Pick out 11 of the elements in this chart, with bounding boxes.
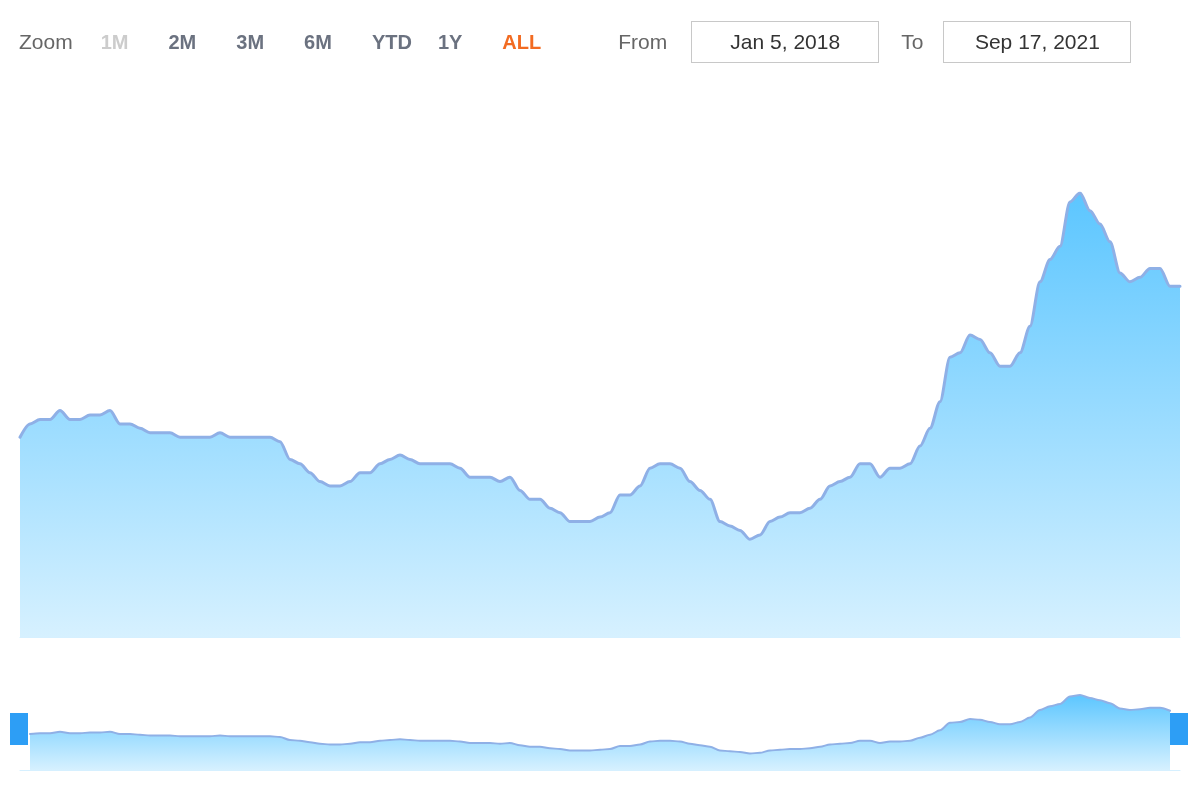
text: 3M bbox=[236, 30, 265, 54]
text: ALL bbox=[502, 30, 542, 54]
text: 6M bbox=[304, 30, 332, 54]
text: YTD bbox=[371, 30, 412, 54]
text: To bbox=[901, 30, 924, 54]
text: 1Y bbox=[437, 30, 463, 54]
text: 2M bbox=[168, 30, 197, 54]
text: From bbox=[618, 30, 668, 54]
text: Zoom bbox=[19, 30, 73, 54]
date-input: Sep 17, 2021 bbox=[943, 21, 1132, 63]
date-input: Jan 5, 2018 bbox=[691, 21, 880, 63]
